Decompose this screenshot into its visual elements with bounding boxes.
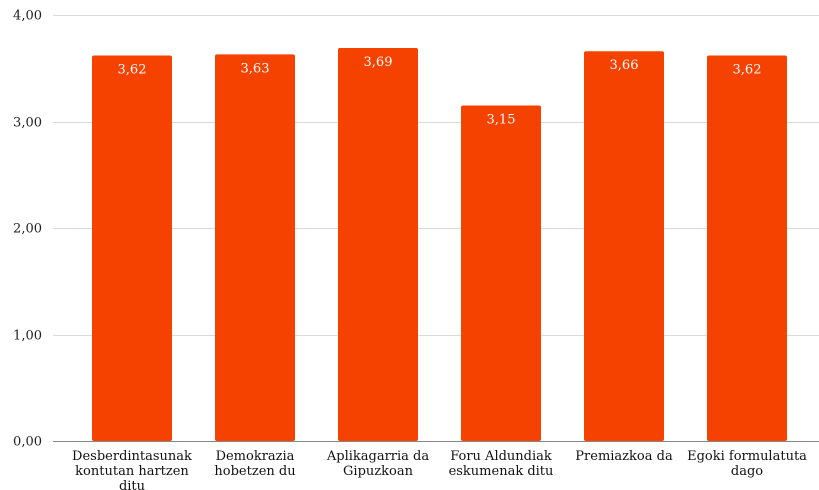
- x-tick-label: Foru Aldundiak eskumenak ditu: [449, 449, 554, 479]
- x-tick-label-line: Premiazkoa da: [575, 449, 673, 464]
- y-tick-label: 1,00: [13, 329, 42, 344]
- bar: [461, 105, 541, 442]
- bar: [92, 55, 172, 441]
- x-tick-label-line: Desberdintasunak: [72, 449, 192, 464]
- bar: [215, 54, 295, 441]
- y-tick-label: 0,00: [13, 435, 42, 450]
- bar: [338, 48, 418, 441]
- x-tick-label-line: kontutan hartzen: [75, 464, 189, 479]
- x-tick-label-line: eskumenak ditu: [449, 464, 554, 479]
- x-tick-label: Desberdintasunak kontutan hartzen ditu: [72, 449, 192, 490]
- gridlines: [53, 15, 819, 442]
- bar: [584, 51, 664, 442]
- x-tick-label: Demokrazia hobetzen du: [214, 449, 295, 479]
- x-tick-label-line: Egoki formulatuta: [687, 449, 807, 464]
- y-axis-tick-labels: 0,00 1,00 2,00 3,00 4,00: [13, 9, 42, 450]
- x-tick-label: Aplikagarria da Gipuzkoan: [326, 449, 430, 479]
- y-tick-label: 2,00: [13, 222, 42, 237]
- bar: [707, 55, 787, 441]
- data-label: 3,62: [733, 62, 762, 77]
- x-tick-label-line: ditu: [119, 479, 145, 490]
- data-label: 3,62: [118, 62, 147, 77]
- data-label: 3,63: [241, 61, 270, 76]
- data-label: 3,66: [610, 58, 639, 73]
- y-tick-label: 4,00: [13, 9, 42, 24]
- x-tick-label: Premiazkoa da: [575, 449, 673, 464]
- x-tick-label-line: Aplikagarria da: [326, 449, 430, 464]
- data-labels: 3,62 3,63 3,69 3,15 3,66 3,62: [118, 55, 762, 128]
- x-tick-label-line: Gipuzkoan: [343, 464, 414, 479]
- data-label: 3,15: [487, 113, 516, 128]
- data-label: 3,69: [364, 55, 393, 70]
- x-tick-label: Egoki formulatuta dago: [687, 449, 807, 479]
- x-tick-label-line: hobetzen du: [214, 464, 295, 479]
- x-axis-category-labels: Desberdintasunak kontutan hartzen ditu Demo…: [72, 449, 807, 490]
- bars: [92, 48, 787, 442]
- x-tick-label-line: Foru Aldundiak: [450, 449, 552, 464]
- x-tick-label-line: Demokrazia: [216, 449, 295, 464]
- x-tick-label-line: dago: [731, 464, 763, 479]
- y-tick-label: 3,00: [13, 116, 42, 131]
